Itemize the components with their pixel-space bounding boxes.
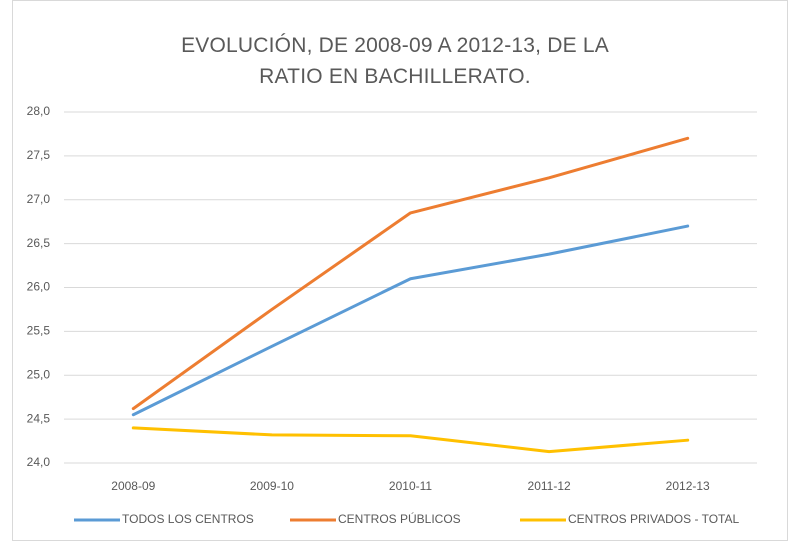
- x-tick-label: 2012-13: [666, 479, 710, 493]
- y-tick-label: 24,0: [27, 455, 51, 469]
- series-line: [131, 426, 690, 454]
- legend-label: CENTROS PRIVADOS - TOTAL: [568, 512, 739, 526]
- x-tick-label: 2010-11: [389, 479, 432, 493]
- y-tick-label: 25,0: [27, 367, 51, 381]
- x-tick-label: 2008-09: [111, 479, 155, 493]
- y-tick-label: 27,5: [27, 148, 51, 162]
- y-tick-label: 25,5: [27, 324, 51, 338]
- x-tick-label: 2011-12: [528, 479, 571, 493]
- y-tick-label: 28,0: [27, 104, 51, 118]
- chart-title: EVOLUCIÓN, DE 2008-09 A 2012-13, DE LA R…: [181, 34, 609, 88]
- y-tick-label: 26,5: [27, 236, 51, 250]
- x-tick-label: 2009-10: [250, 479, 294, 493]
- y-tick-label: 24,5: [27, 411, 51, 425]
- legend-label: CENTROS PÚBLICOS: [338, 511, 461, 526]
- series-line: [131, 136, 690, 411]
- y-tick-label: 26,0: [27, 280, 51, 294]
- series-line: [131, 224, 690, 417]
- y-tick-label: 27,0: [27, 192, 51, 206]
- legend-label: TODOS LOS CENTROS: [122, 512, 254, 526]
